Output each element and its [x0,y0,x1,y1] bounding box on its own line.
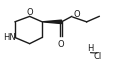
Text: O: O [73,10,79,19]
Polygon shape [42,20,61,24]
Text: O: O [27,8,33,17]
Text: O: O [57,40,64,49]
Text: HN: HN [3,33,16,42]
Text: H: H [86,44,92,53]
Text: Cl: Cl [93,52,101,61]
